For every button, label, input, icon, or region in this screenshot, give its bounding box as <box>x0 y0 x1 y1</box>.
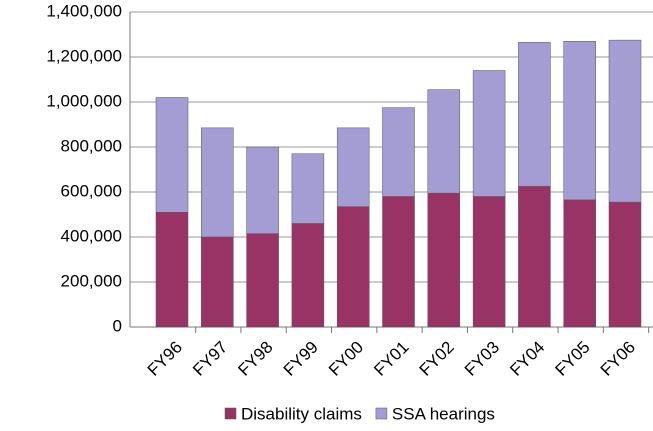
y-tick-label: 400,000 <box>61 226 122 245</box>
x-tick-label: FY96 <box>144 338 186 380</box>
bar-segment <box>563 41 596 201</box>
bar-segment <box>336 127 370 207</box>
bar-segment <box>246 146 279 234</box>
bar-segment <box>427 89 461 194</box>
bar-segment <box>608 39 642 203</box>
bar-segment <box>518 42 551 187</box>
y-tick-label: 800,000 <box>61 136 122 155</box>
legend-swatch <box>224 407 237 420</box>
x-tick-label: FY01 <box>370 338 412 380</box>
bar-segment <box>382 107 415 197</box>
x-tick-label: FY03 <box>461 338 503 380</box>
y-tick-label: 600,000 <box>61 181 122 200</box>
x-tick-label: FY99 <box>280 338 322 380</box>
x-tick-label: FY98 <box>234 338 276 380</box>
y-tick-label: 0 <box>113 316 122 335</box>
x-tick-label: FY05 <box>552 338 594 380</box>
x-tick-label: FY02 <box>416 338 458 380</box>
x-tick-label: FY06 <box>597 338 639 380</box>
bar-segment <box>382 196 415 328</box>
bar-segment <box>518 186 551 328</box>
bar-segment <box>201 236 234 328</box>
bar-segment <box>155 212 189 328</box>
bar-segment <box>246 233 279 328</box>
x-tick-label: FY04 <box>506 338 548 380</box>
x-tick-label: FY97 <box>189 338 231 380</box>
bar-segment <box>336 206 370 328</box>
legend-swatch <box>375 407 388 420</box>
legend-label: Disability claims <box>241 404 362 423</box>
bar-segment <box>291 223 325 328</box>
bar-segment <box>472 70 506 197</box>
y-tick-label: 1,200,000 <box>46 46 122 65</box>
bar-segment <box>608 201 642 328</box>
x-tick-label: FY00 <box>325 338 367 380</box>
bar-segment <box>563 199 596 328</box>
bar-segment <box>291 153 325 224</box>
legend-label: SSA hearings <box>392 404 495 423</box>
y-tick-label: 1,000,000 <box>46 91 122 110</box>
bar-segment <box>201 127 234 238</box>
bar-segment <box>427 192 461 328</box>
bar-segment <box>155 97 189 213</box>
y-tick-label: 1,400,000 <box>46 1 122 20</box>
bar-segment <box>472 196 506 328</box>
y-tick-label: 200,000 <box>61 271 122 290</box>
